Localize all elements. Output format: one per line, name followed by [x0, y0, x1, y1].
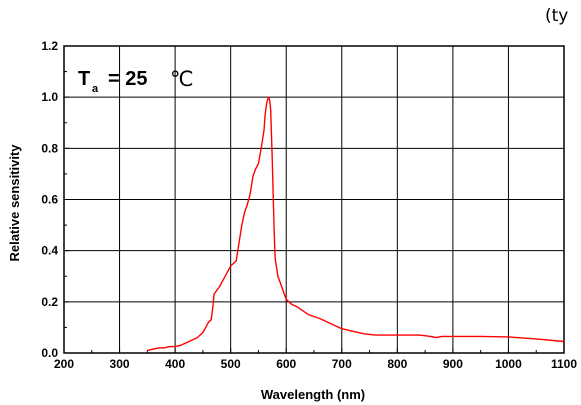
- x-tick-label: 300: [110, 357, 130, 371]
- x-tick-label: 200: [54, 357, 74, 371]
- series-layer: [147, 96, 565, 352]
- grid-lines: [64, 46, 564, 353]
- y-axis-label: Relative sensitivity: [7, 144, 22, 262]
- axis-ticks: [63, 45, 565, 354]
- x-tick-label: 1000: [495, 357, 522, 371]
- x-tick-label: 900: [443, 357, 463, 371]
- x-axis-label: Wavelength (nm): [261, 387, 365, 402]
- y-tick-label: 1.0: [41, 90, 58, 104]
- x-tick-labels: 200 300 400 500 600 700 800 900 1000 1100: [54, 357, 577, 371]
- x-tick-label: 400: [165, 357, 185, 371]
- y-tick-label: 0.8: [41, 141, 58, 155]
- y-tick-labels: 0.0 0.2 0.4 0.6 0.8 1.0 1.2: [41, 39, 58, 360]
- temperature-annotation: T a = 25 ℃: [78, 67, 194, 95]
- y-tick-label: 0.4: [41, 244, 58, 258]
- annotation-value: = 25: [108, 68, 147, 90]
- series-line: [147, 96, 565, 352]
- y-tick-label: 0.0: [41, 346, 58, 360]
- annotation-symbol: T: [78, 68, 90, 90]
- corner-label: (ty: [545, 6, 569, 26]
- x-tick-label: 800: [387, 357, 407, 371]
- x-tick-label: 1100: [551, 357, 577, 371]
- y-tick-label: 0.6: [41, 193, 58, 207]
- annotation-subscript: a: [92, 83, 99, 95]
- y-tick-label: 1.2: [41, 39, 58, 53]
- x-tick-label: 700: [332, 357, 352, 371]
- y-tick-label: 0.2: [41, 295, 58, 309]
- x-tick-label: 500: [221, 357, 241, 371]
- annotation-unit: ℃: [170, 67, 194, 91]
- x-tick-label: 600: [276, 357, 296, 371]
